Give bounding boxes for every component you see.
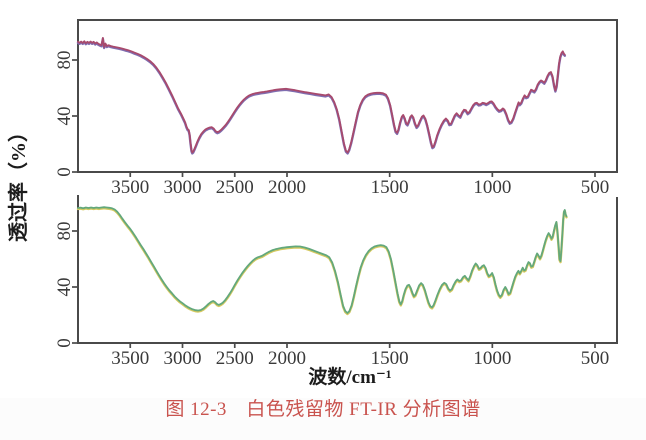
x-tick-label: 3500 bbox=[111, 348, 149, 369]
figure-caption: 图 12-3 白色残留物 FT-IR 分析图谱 bbox=[0, 398, 646, 422]
x-tick-label: 2500 bbox=[216, 348, 254, 369]
x-tick-label: 3500 bbox=[111, 177, 149, 198]
y-tick-label: 0 bbox=[54, 338, 75, 348]
y-tick-label: 0 bbox=[54, 167, 75, 177]
ftir-spectrum-green-trace bbox=[77, 206, 568, 314]
plot-border-bottom-spectrum-panel bbox=[77, 195, 618, 344]
x-tick-label: 2000 bbox=[268, 177, 306, 198]
x-tick-label: 500 bbox=[581, 177, 610, 198]
x-axis-title: 波数/cm⁻¹ bbox=[308, 365, 391, 388]
x-tick-label: 1500 bbox=[371, 177, 409, 198]
figure-caption-text: 图 12-3 白色残留物 FT-IR 分析图谱 bbox=[165, 399, 481, 420]
x-tick-label: 2500 bbox=[216, 177, 254, 198]
plot-border-top-spectrum-panel bbox=[77, 19, 618, 173]
ftir-spectrum-magenta-trace bbox=[77, 37, 566, 154]
x-tick-label: 3000 bbox=[164, 348, 202, 369]
x-tick-label: 1000 bbox=[473, 177, 511, 198]
y-axis-title: 透过率（%） bbox=[6, 122, 30, 242]
y-tick-label: 80 bbox=[54, 51, 75, 70]
x-tick-label: 1500 bbox=[371, 348, 409, 369]
y-tick-label: 40 bbox=[54, 278, 75, 297]
x-tick-label: 2000 bbox=[268, 348, 306, 369]
figure-background bbox=[0, 0, 646, 398]
x-tick-label: 3000 bbox=[164, 177, 202, 198]
x-tick-label: 1000 bbox=[473, 348, 511, 369]
y-tick-label: 80 bbox=[54, 222, 75, 241]
x-tick-label: 500 bbox=[581, 348, 610, 369]
y-tick-label: 40 bbox=[54, 107, 75, 126]
ftir-spectra-chart: 3500 3000 2500 2000 1500 1000 500 0 40 80 3500 3000… bbox=[0, 0, 646, 398]
